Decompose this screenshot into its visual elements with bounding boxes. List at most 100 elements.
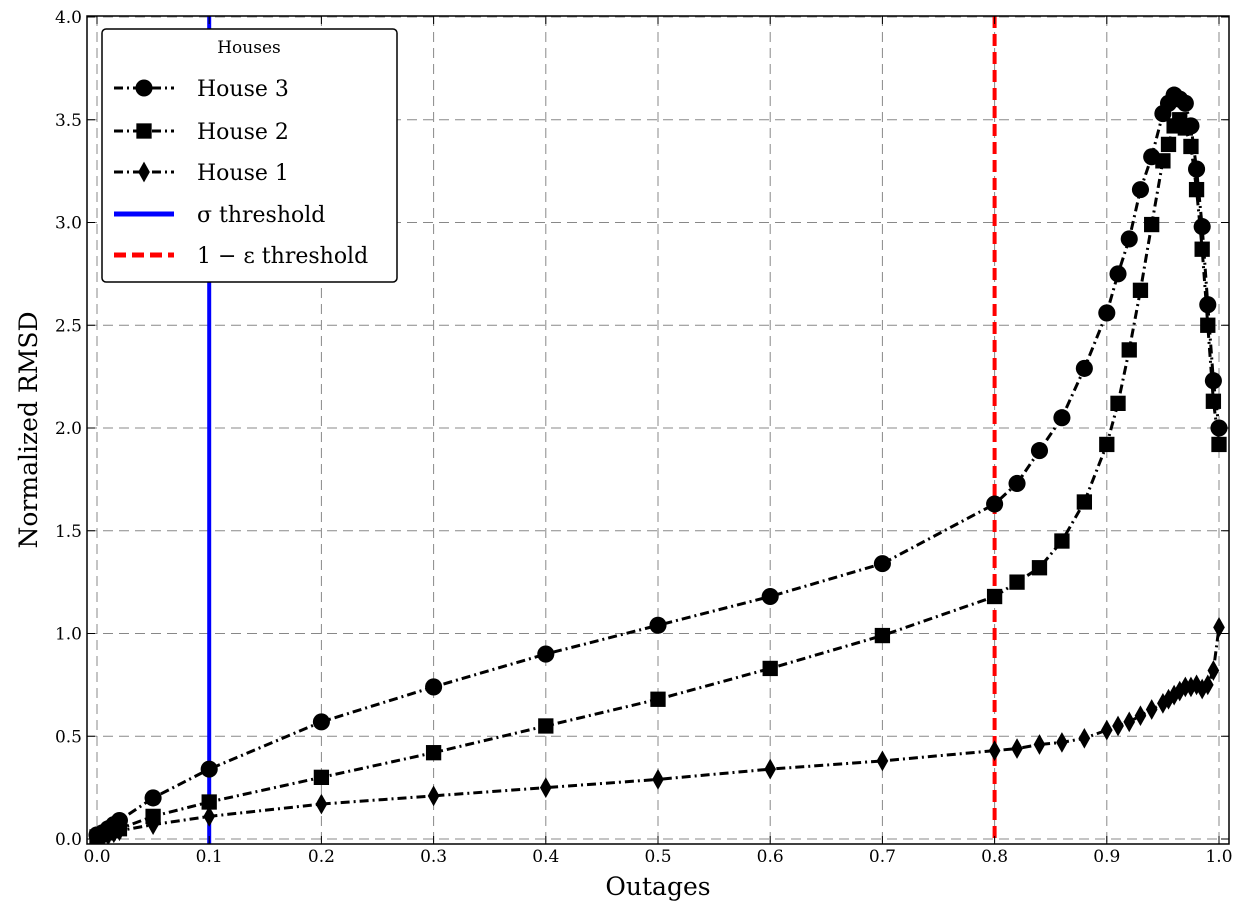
data-point [761, 587, 779, 606]
data-point [1053, 409, 1071, 427]
data-point [1132, 282, 1149, 298]
series-line [96, 92, 1221, 837]
legend-swatch [114, 123, 174, 139]
data-point [1213, 616, 1225, 638]
x-tick-label: 0.9 [1093, 847, 1120, 867]
data-point [1204, 372, 1222, 390]
legend-box [101, 28, 398, 283]
data-point [1201, 674, 1214, 696]
data-point [135, 79, 153, 97]
data-point [1033, 734, 1046, 755]
data-point [1176, 94, 1194, 112]
legend-label: σ threshold [197, 203, 325, 228]
data-point [539, 777, 552, 798]
data-point [764, 758, 777, 780]
data-point [762, 660, 778, 677]
data-point [315, 793, 328, 815]
data-point [538, 718, 554, 734]
data-point [1194, 241, 1210, 257]
data-point [1031, 560, 1048, 576]
data-point [1110, 395, 1126, 411]
data-point [1078, 727, 1091, 749]
data-point [1162, 688, 1175, 710]
data-point [138, 161, 150, 183]
data-point [1011, 738, 1023, 759]
data-point [425, 745, 442, 761]
legend-label: House 3 [197, 77, 289, 102]
data-point [986, 588, 1003, 605]
data-point [988, 740, 1001, 761]
y-tick-label: 1.5 [55, 522, 82, 542]
data-point [313, 769, 330, 785]
data-point [1211, 436, 1227, 453]
data-point [1193, 218, 1211, 236]
data-point [203, 806, 216, 827]
y-tick-label: 2.0 [55, 419, 82, 439]
data-point [113, 820, 126, 842]
axis-ticks: 0.0 0.1 0.2 0.3 0.4 0.5 0.6 0.7 0.8 0.9 1.0 0.0 0.5 1… [55, 8, 1233, 867]
data-point [1131, 181, 1150, 199]
data-point [425, 678, 443, 696]
data-point [1144, 216, 1160, 233]
data-point [1134, 705, 1147, 727]
data-point [312, 713, 330, 731]
series-group [91, 616, 1225, 844]
series-layer [88, 86, 1228, 844]
data-point [144, 789, 162, 807]
data-point [1099, 436, 1115, 453]
data-point [1199, 296, 1217, 314]
series-line [96, 117, 1221, 839]
data-point [102, 824, 115, 844]
x-tick-label: 0.4 [532, 847, 559, 867]
data-point [1121, 342, 1137, 358]
data-point [1188, 181, 1205, 198]
legend-swatch [114, 161, 174, 183]
x-tick-label: 0.6 [757, 847, 784, 867]
legend-swatch [114, 79, 174, 97]
data-point [874, 627, 891, 644]
data-point [1160, 136, 1177, 153]
y-tick-label: 3.0 [55, 214, 82, 234]
data-point [427, 785, 440, 807]
data-point [649, 616, 667, 634]
x-tick-label: 0.2 [308, 847, 335, 867]
data-point [1075, 359, 1093, 377]
x-tick-label: 0.8 [981, 847, 1008, 867]
data-point [200, 760, 218, 778]
legend-label: House 1 [197, 161, 289, 186]
data-point [1155, 153, 1171, 169]
data-point [986, 495, 1004, 513]
data-point [876, 750, 889, 772]
data-point [136, 123, 152, 139]
data-point [201, 794, 217, 810]
data-point [1145, 699, 1158, 720]
data-point [1177, 120, 1193, 136]
y-tick-label: 4.0 [55, 8, 82, 28]
y-axis-title: Normalized RMSD [14, 312, 43, 549]
data-point [1200, 317, 1216, 333]
y-tick-label: 0.0 [55, 830, 82, 850]
data-point [1120, 230, 1138, 248]
data-point [1008, 474, 1026, 493]
legend-title: Houses [217, 38, 281, 58]
data-point [1183, 138, 1199, 155]
data-point [537, 645, 555, 663]
legend: Houses House 3 House 2 House 1 σ threshold 1… [101, 28, 398, 283]
data-point [107, 822, 120, 844]
data-point [1054, 533, 1070, 549]
y-tick-label: 3.5 [55, 111, 82, 131]
data-point [1076, 494, 1093, 510]
data-point [1030, 442, 1049, 460]
y-tick-label: 0.5 [55, 727, 82, 747]
data-point [1100, 719, 1113, 741]
data-point [147, 814, 159, 835]
data-point [1210, 419, 1228, 437]
data-point [1098, 304, 1116, 322]
y-tick-label: 2.5 [55, 316, 82, 336]
series-group [88, 86, 1228, 844]
data-point [652, 769, 664, 790]
x-tick-label: 0.7 [869, 847, 896, 867]
legend-label: 1 − ε threshold [197, 244, 368, 269]
data-point [1056, 732, 1068, 753]
